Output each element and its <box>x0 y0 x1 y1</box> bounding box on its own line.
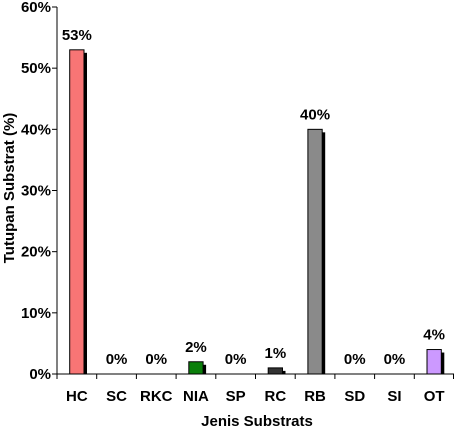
y-tick-label: 0% <box>29 366 51 383</box>
x-tick-label: SP <box>226 388 246 405</box>
x-tick-label: RC <box>265 388 287 405</box>
y-axis: 0% 10% 20% 30% 40% 50% 60% <box>21 0 58 383</box>
x-tick-label: HC <box>66 388 88 405</box>
data-label: 0% <box>384 351 406 368</box>
bar <box>267 367 283 375</box>
y-tick-label: 30% <box>21 183 51 200</box>
x-tick-label: RB <box>304 388 326 405</box>
x-tick-label: NIA <box>183 388 209 405</box>
x-tick-label: SD <box>344 388 365 405</box>
data-label: 1% <box>265 345 287 362</box>
data-label: 0% <box>106 351 128 368</box>
data-label: 2% <box>185 339 207 356</box>
data-label: 4% <box>423 327 445 344</box>
y-tick-label: 10% <box>21 305 51 322</box>
y-axis-title: Tutupan Substrat (%) <box>1 113 18 264</box>
y-tick-label: 40% <box>21 121 51 138</box>
x-axis: HC SC RKC NIA SP RC RB SD SI OT <box>56 373 454 405</box>
bar <box>307 128 323 375</box>
bar <box>426 349 442 375</box>
data-label: 0% <box>344 351 366 368</box>
data-label: 53% <box>62 27 92 44</box>
x-tick-label: OT <box>424 388 445 405</box>
data-label: 0% <box>225 351 247 368</box>
x-tick-label: SI <box>387 388 401 405</box>
x-axis-title: Jenis Substrats <box>201 413 313 430</box>
x-tick-label: RKC <box>140 388 173 405</box>
y-tick-label: 60% <box>21 0 51 16</box>
bar <box>69 49 85 375</box>
bars: 53% 0% 0% 2% 0% 1% 40% 0% 0% 4% <box>62 27 445 375</box>
data-label: 40% <box>300 106 330 123</box>
y-tick-label: 20% <box>21 244 51 261</box>
x-tick-label: SC <box>106 388 127 405</box>
y-tick-label: 50% <box>21 60 51 77</box>
data-label: 0% <box>145 351 167 368</box>
bar <box>188 361 204 375</box>
